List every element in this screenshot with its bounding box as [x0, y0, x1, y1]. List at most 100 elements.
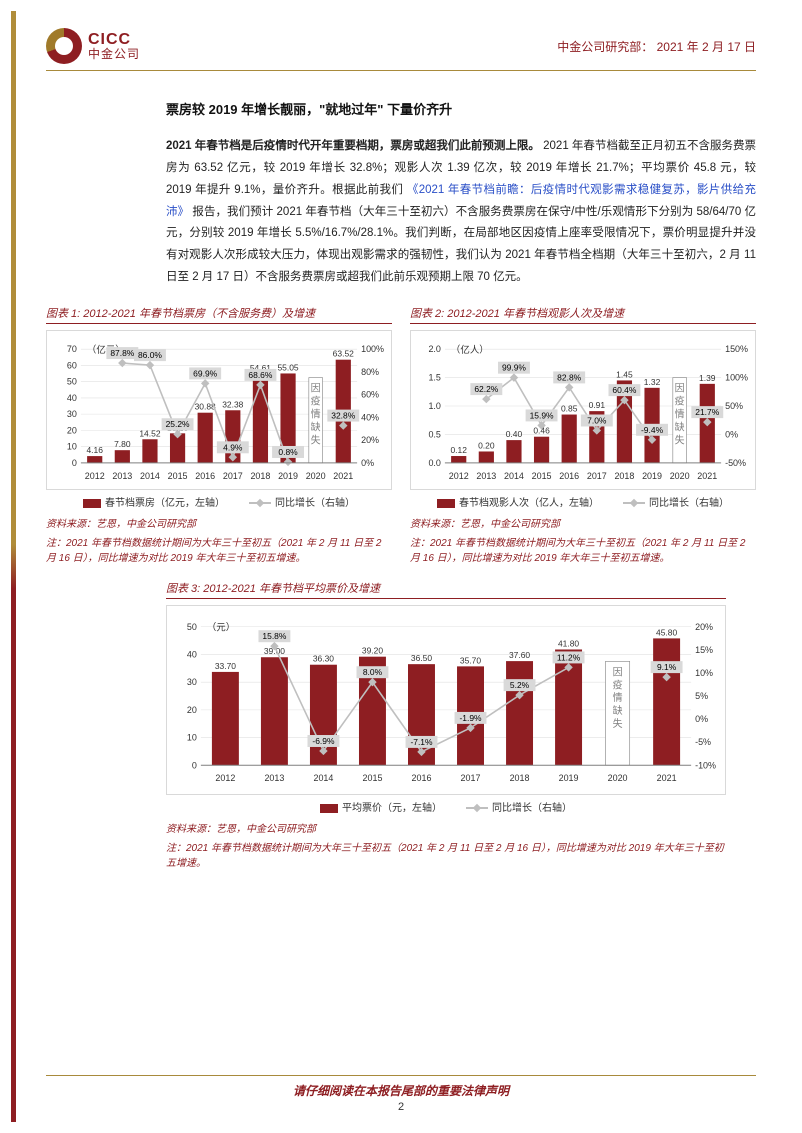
- page-number: 2: [46, 1101, 756, 1113]
- chart1-legend-line: 同比增长（右轴）: [275, 498, 355, 509]
- svg-text:8.0%: 8.0%: [363, 667, 383, 677]
- svg-text:情: 情: [311, 407, 321, 420]
- header-right: 中金公司研究部： 2021 年 2 月 17 日: [557, 28, 756, 55]
- svg-text:2016: 2016: [195, 471, 215, 481]
- svg-text:25.2%: 25.2%: [166, 419, 190, 429]
- charts-row-1: 图表 1: 2012-2021 年春节档票房（不含服务费）及增速 0102030…: [46, 305, 756, 566]
- svg-text:80%: 80%: [361, 367, 379, 377]
- svg-text:2013: 2013: [264, 773, 284, 783]
- lead-sentence: 2021 年春节档是后疫情时代开年重要档期，票房或超我们此前预测上限。: [166, 140, 540, 152]
- svg-text:10: 10: [67, 442, 77, 452]
- chart2-block: 图表 2: 2012-2021 年春节档观影人次及增速 0.00.51.01.5…: [410, 305, 756, 566]
- svg-text:30: 30: [67, 409, 77, 419]
- svg-text:32.38: 32.38: [222, 399, 243, 409]
- svg-text:0: 0: [72, 458, 77, 468]
- svg-text:2015: 2015: [168, 471, 188, 481]
- svg-text:因: 因: [311, 382, 321, 394]
- report-date: 2021 年 2 月 17 日: [657, 40, 756, 54]
- svg-text:0.5: 0.5: [428, 429, 440, 439]
- svg-text:2014: 2014: [140, 471, 160, 481]
- svg-text:2017: 2017: [587, 471, 607, 481]
- svg-text:2013: 2013: [112, 471, 132, 481]
- svg-text:疫: 疫: [613, 678, 623, 691]
- svg-text:60%: 60%: [361, 390, 379, 400]
- svg-text:2018: 2018: [614, 471, 634, 481]
- svg-text:1.45: 1.45: [616, 369, 633, 379]
- svg-text:2019: 2019: [559, 773, 579, 783]
- svg-text:50%: 50%: [725, 401, 743, 411]
- chart3-legend-bar: 平均票价（元，左轴）: [342, 803, 442, 814]
- svg-text:0%: 0%: [695, 714, 708, 724]
- chart1-svg: 0102030405060700%20%40%60%80%100%（亿元）201…: [46, 330, 392, 490]
- svg-text:45.80: 45.80: [656, 627, 677, 637]
- svg-text:0: 0: [192, 760, 197, 770]
- chart2-note: 注：2021 年春节档数据统计期间为大年三十至初五（2021 年 2 月 11 …: [410, 536, 756, 566]
- svg-text:2012: 2012: [449, 471, 469, 481]
- svg-text:55.05: 55.05: [277, 362, 298, 372]
- footer-disclaimer: 请仔细阅读在本报告尾部的重要法律声明: [46, 1082, 756, 1099]
- svg-text:15.8%: 15.8%: [262, 631, 286, 641]
- svg-text:15.9%: 15.9%: [530, 410, 554, 420]
- svg-text:9.1%: 9.1%: [657, 662, 677, 672]
- svg-text:2018: 2018: [250, 471, 270, 481]
- cicc-logo-icon: [46, 28, 82, 64]
- svg-text:70: 70: [67, 344, 77, 354]
- svg-text:10%: 10%: [695, 668, 713, 678]
- chart3-title: 图表 3: 2012-2021 年春节档平均票价及增速: [166, 580, 726, 599]
- chart2-title: 图表 2: 2012-2021 年春节档观影人次及增速: [410, 305, 756, 324]
- svg-text:（亿人）: （亿人）: [451, 344, 489, 356]
- svg-text:86.0%: 86.0%: [138, 350, 162, 360]
- svg-text:2017: 2017: [461, 773, 481, 783]
- svg-text:50: 50: [187, 622, 197, 632]
- svg-text:63.52: 63.52: [333, 349, 354, 359]
- svg-text:2014: 2014: [313, 773, 333, 783]
- dept-label: 中金公司研究部：: [557, 40, 653, 54]
- page-footer: 请仔细阅读在本报告尾部的重要法律声明 2: [46, 1075, 756, 1113]
- chart2-legend-line: 同比增长（右轴）: [649, 498, 729, 509]
- svg-text:缺: 缺: [613, 704, 623, 717]
- svg-text:因: 因: [675, 382, 685, 394]
- svg-text:37.60: 37.60: [509, 650, 530, 660]
- svg-text:失: 失: [613, 717, 623, 730]
- chart1-note: 注：2021 年春节档数据统计期间为大年三十至初五（2021 年 2 月 11 …: [46, 536, 392, 566]
- svg-text:40: 40: [67, 393, 77, 403]
- svg-text:2012: 2012: [85, 471, 105, 481]
- svg-text:0.91: 0.91: [589, 400, 606, 410]
- svg-text:39.20: 39.20: [362, 646, 383, 656]
- svg-text:100%: 100%: [361, 344, 384, 354]
- svg-text:99.9%: 99.9%: [502, 363, 526, 373]
- svg-text:0.0: 0.0: [428, 458, 440, 468]
- chart3-note: 注：2021 年春节档数据统计期间为大年三十至初五（2021 年 2 月 11 …: [166, 841, 726, 871]
- svg-text:2021: 2021: [333, 471, 353, 481]
- svg-text:2020: 2020: [608, 773, 628, 783]
- svg-text:失: 失: [311, 433, 321, 446]
- legend-bar-swatch: [320, 804, 338, 813]
- svg-text:情: 情: [613, 691, 623, 704]
- svg-text:14.52: 14.52: [139, 428, 160, 438]
- svg-text:2019: 2019: [642, 471, 662, 481]
- svg-text:2015: 2015: [532, 471, 552, 481]
- svg-text:-5%: -5%: [695, 737, 711, 747]
- svg-text:2020: 2020: [670, 471, 690, 481]
- svg-text:0.20: 0.20: [478, 440, 495, 450]
- logo-text-en: CICC: [88, 31, 140, 49]
- page: CICC 中金公司 中金公司研究部： 2021 年 2 月 17 日 票房较 2…: [0, 0, 802, 1133]
- svg-text:60.4%: 60.4%: [612, 385, 636, 395]
- svg-text:2018: 2018: [510, 773, 530, 783]
- body-paragraph: 2021 年春节档是后疫情时代开年重要档期，票房或超我们此前预测上限。 2021…: [166, 136, 756, 289]
- svg-text:5.2%: 5.2%: [510, 680, 530, 690]
- svg-text:失: 失: [675, 433, 685, 446]
- svg-text:2021: 2021: [657, 773, 677, 783]
- svg-text:10: 10: [187, 732, 197, 742]
- svg-text:60: 60: [67, 360, 77, 370]
- svg-text:36.50: 36.50: [411, 653, 432, 663]
- svg-text:20%: 20%: [361, 435, 379, 445]
- logo: CICC 中金公司: [46, 28, 140, 64]
- svg-text:缺: 缺: [675, 420, 685, 433]
- svg-text:5%: 5%: [695, 691, 708, 701]
- svg-text:20: 20: [187, 705, 197, 715]
- chart3-legend-line: 同比增长（右轴）: [492, 803, 572, 814]
- svg-text:-50%: -50%: [725, 458, 746, 468]
- svg-text:50: 50: [67, 377, 77, 387]
- svg-text:-7.1%: -7.1%: [410, 737, 433, 747]
